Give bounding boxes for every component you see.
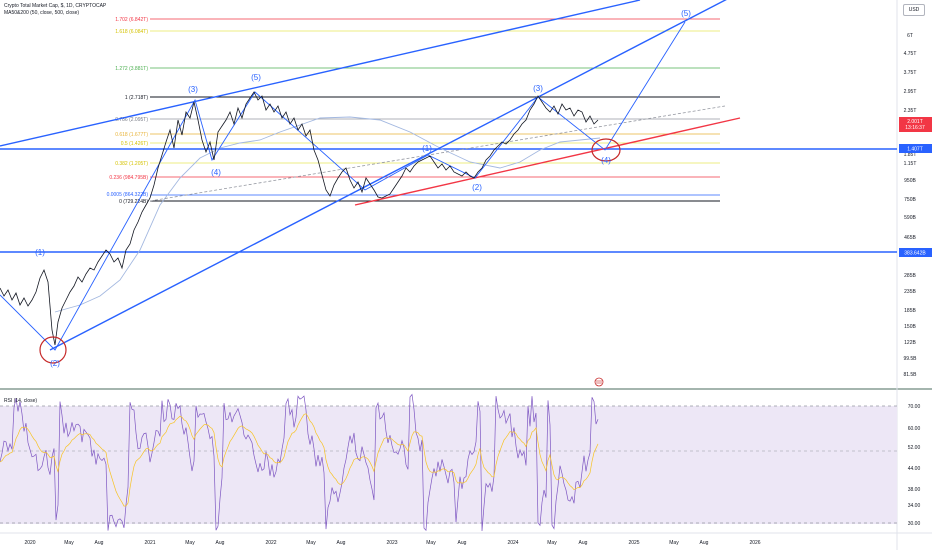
rsi-tick: 60.00 (908, 426, 921, 432)
price-axis[interactable]: 6T 4.75T 3.75T 2.95T 2.35T 1.85T 1.15T 9… (903, 33, 917, 378)
fib-label: 1 (2.718T) (125, 95, 148, 101)
ma-indicator-title[interactable]: MA50&200 (50, close, 500, close) (4, 10, 80, 16)
price-tick: 122B (904, 340, 916, 346)
time-tick: May (185, 540, 195, 546)
time-tick: Aug (700, 540, 709, 546)
fib-label: 1.272 (3.881T) (115, 66, 148, 72)
price-tick: 285B (904, 273, 916, 279)
red-support-line[interactable] (354, 117, 741, 206)
wave-label: (5) (251, 73, 261, 82)
time-tick: Aug (579, 540, 588, 546)
fib-label: 1.702 (6.842T) (115, 17, 148, 23)
price-tick: 1.15T (904, 161, 917, 167)
time-tick: 2022 (265, 540, 276, 546)
symbol-title[interactable]: Crypto Total Market Cap, $, 1D, CRYPTOCA… (4, 3, 107, 9)
us-flag-icon[interactable] (594, 377, 604, 387)
rsi-title: RSI (14, close) (4, 398, 37, 404)
fib-label: 0.382 (1.205T) (115, 161, 148, 167)
price-tick: 750B (904, 197, 916, 203)
current-price-badge[interactable] (899, 117, 932, 132)
level-2-value: 383.642B (904, 251, 926, 257)
price-tick: 150B (904, 324, 916, 330)
wave-label: (4) (211, 168, 221, 177)
time-tick: 2026 (749, 540, 760, 546)
price-tick: 81.5B (903, 372, 917, 378)
time-tick: 2021 (144, 540, 155, 546)
fib-label: 0.0005 (864.322B) (107, 192, 149, 198)
price-tick: 235B (904, 289, 916, 295)
time-tick: 2023 (386, 540, 397, 546)
price-tick: 4.75T (904, 51, 917, 57)
price-tick: 465B (904, 235, 916, 241)
rsi-tick: 52.00 (908, 445, 921, 451)
wave-label: (2) (472, 183, 482, 192)
time-tick: May (547, 540, 557, 546)
price-tick: 99.5B (903, 356, 917, 362)
wave-label: (2) (50, 359, 60, 368)
time-tick: Aug (337, 540, 346, 546)
wave-label: (5) (681, 9, 691, 18)
elliott-wave-path[interactable] (0, 21, 686, 351)
fib-retracement[interactable]: 1.702 (6.842T) 1.618 (6.084T) 1.272 (3.8… (107, 17, 720, 205)
rsi-axis[interactable]: 70.00 60.00 52.00 44.00 38.00 34.00 30.0… (908, 404, 921, 527)
ma50-200-line (54, 116, 601, 313)
fib-label: 0.786 (2.095T) (115, 117, 148, 123)
fib-label: 0.236 (984.795B) (109, 175, 148, 181)
price-tick: 590B (904, 215, 916, 221)
price-tick: 185B (904, 308, 916, 314)
wave-label: (3) (188, 85, 198, 94)
time-tick: Aug (458, 540, 467, 546)
dashed-trendline[interactable] (149, 105, 726, 202)
fib-label: 1.618 (6.084T) (115, 29, 148, 35)
price-tick: 2.95T (904, 89, 917, 95)
rsi-tick: 30.00 (908, 521, 921, 527)
rsi-ma-line (0, 413, 599, 507)
rsi-tick: 34.00 (908, 503, 921, 509)
wave-2-circle[interactable] (39, 336, 67, 364)
rsi-tick: 38.00 (908, 487, 921, 493)
time-tick: May (426, 540, 436, 546)
price-line (0, 91, 599, 346)
time-tick: May (306, 540, 316, 546)
time-tick: May (64, 540, 74, 546)
wave-label: (3) (533, 84, 543, 93)
level-2-badge[interactable] (899, 248, 932, 257)
time-tick: May (669, 540, 679, 546)
countdown: 13:16:37 (905, 125, 925, 131)
fib-label: 0.618 (1.677T) (115, 132, 148, 138)
current-price: 2.001T (907, 119, 923, 125)
price-tick: 3.75T (904, 70, 917, 76)
time-tick: Aug (216, 540, 225, 546)
time-axis[interactable]: 2020 May Aug 2021 May Aug 2022 May Aug 2… (24, 540, 760, 546)
wave-4-circle[interactable] (591, 138, 621, 162)
lower-trendline[interactable] (49, 0, 735, 351)
price-tick: 1.85T (904, 152, 917, 158)
level-1-value: 1.407T (907, 147, 923, 153)
wave-label: (1) (422, 144, 432, 153)
wave-label: (4) (601, 156, 611, 165)
rsi-tick: 44.00 (908, 466, 921, 472)
fib-label: 0.5 (1.426T) (121, 141, 149, 147)
time-tick: Aug (95, 540, 104, 546)
currency-button[interactable]: USD (903, 4, 925, 16)
level-1-badge[interactable] (899, 144, 932, 153)
fib-label: 0 (729.224B) (119, 199, 148, 205)
price-tick: 2.35T (904, 108, 917, 114)
rsi-tick: 70.00 (908, 404, 921, 410)
wave-label: (1) (35, 248, 45, 257)
time-tick: 2024 (507, 540, 518, 546)
rsi-line (0, 393, 599, 532)
rsi-band (0, 406, 897, 524)
time-tick: 2020 (24, 540, 35, 546)
price-tick: 950B (904, 178, 916, 184)
price-tick: 6T (907, 33, 913, 39)
time-tick: 2025 (628, 540, 639, 546)
upper-trendline[interactable] (0, 0, 641, 147)
rsi-pane[interactable] (0, 393, 599, 532)
